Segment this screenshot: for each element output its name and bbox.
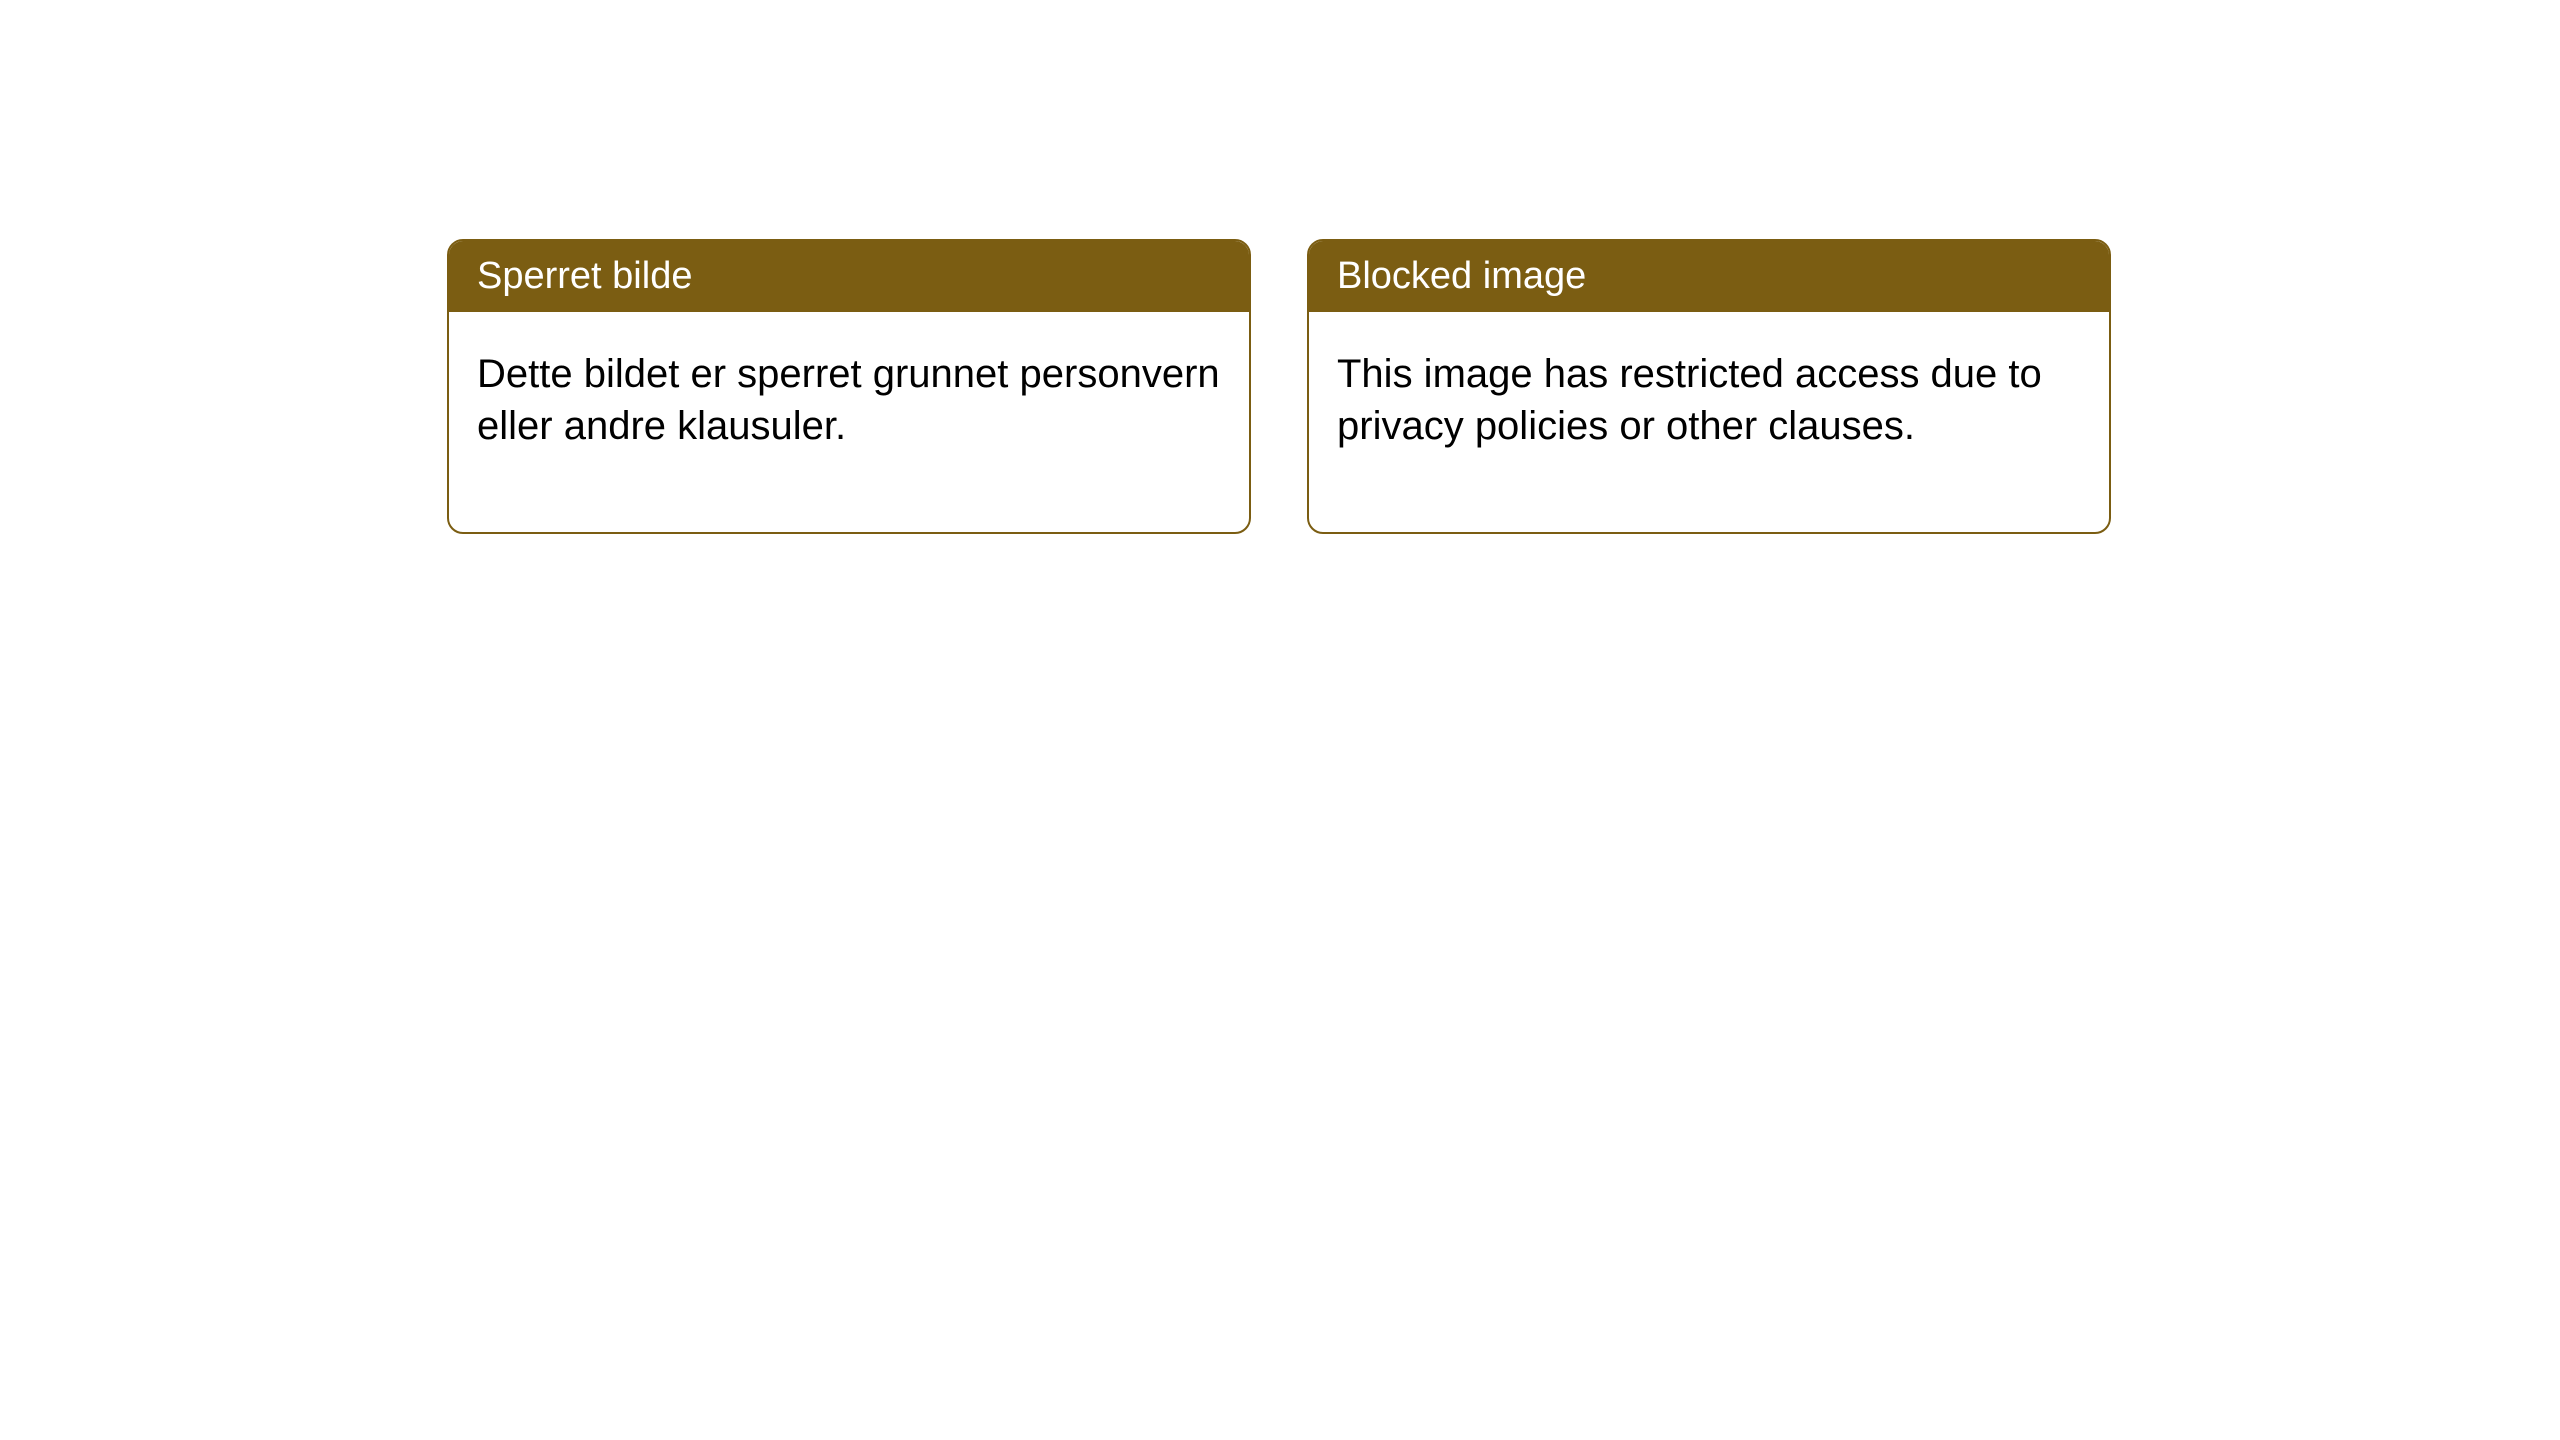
card-body: Dette bildet er sperret grunnet personve…: [449, 312, 1249, 532]
card-title: Blocked image: [1337, 255, 1586, 297]
card-body-text: Dette bildet er sperret grunnet personve…: [477, 352, 1220, 448]
card-body: This image has restricted access due to …: [1309, 312, 2109, 532]
card-title: Sperret bilde: [477, 255, 692, 297]
notice-card-norwegian: Sperret bilde Dette bildet er sperret gr…: [447, 239, 1251, 534]
card-body-text: This image has restricted access due to …: [1337, 352, 2042, 448]
notice-card-english: Blocked image This image has restricted …: [1307, 239, 2111, 534]
card-header: Blocked image: [1309, 241, 2109, 312]
notice-container: Sperret bilde Dette bildet er sperret gr…: [447, 239, 2111, 534]
card-header: Sperret bilde: [449, 241, 1249, 312]
